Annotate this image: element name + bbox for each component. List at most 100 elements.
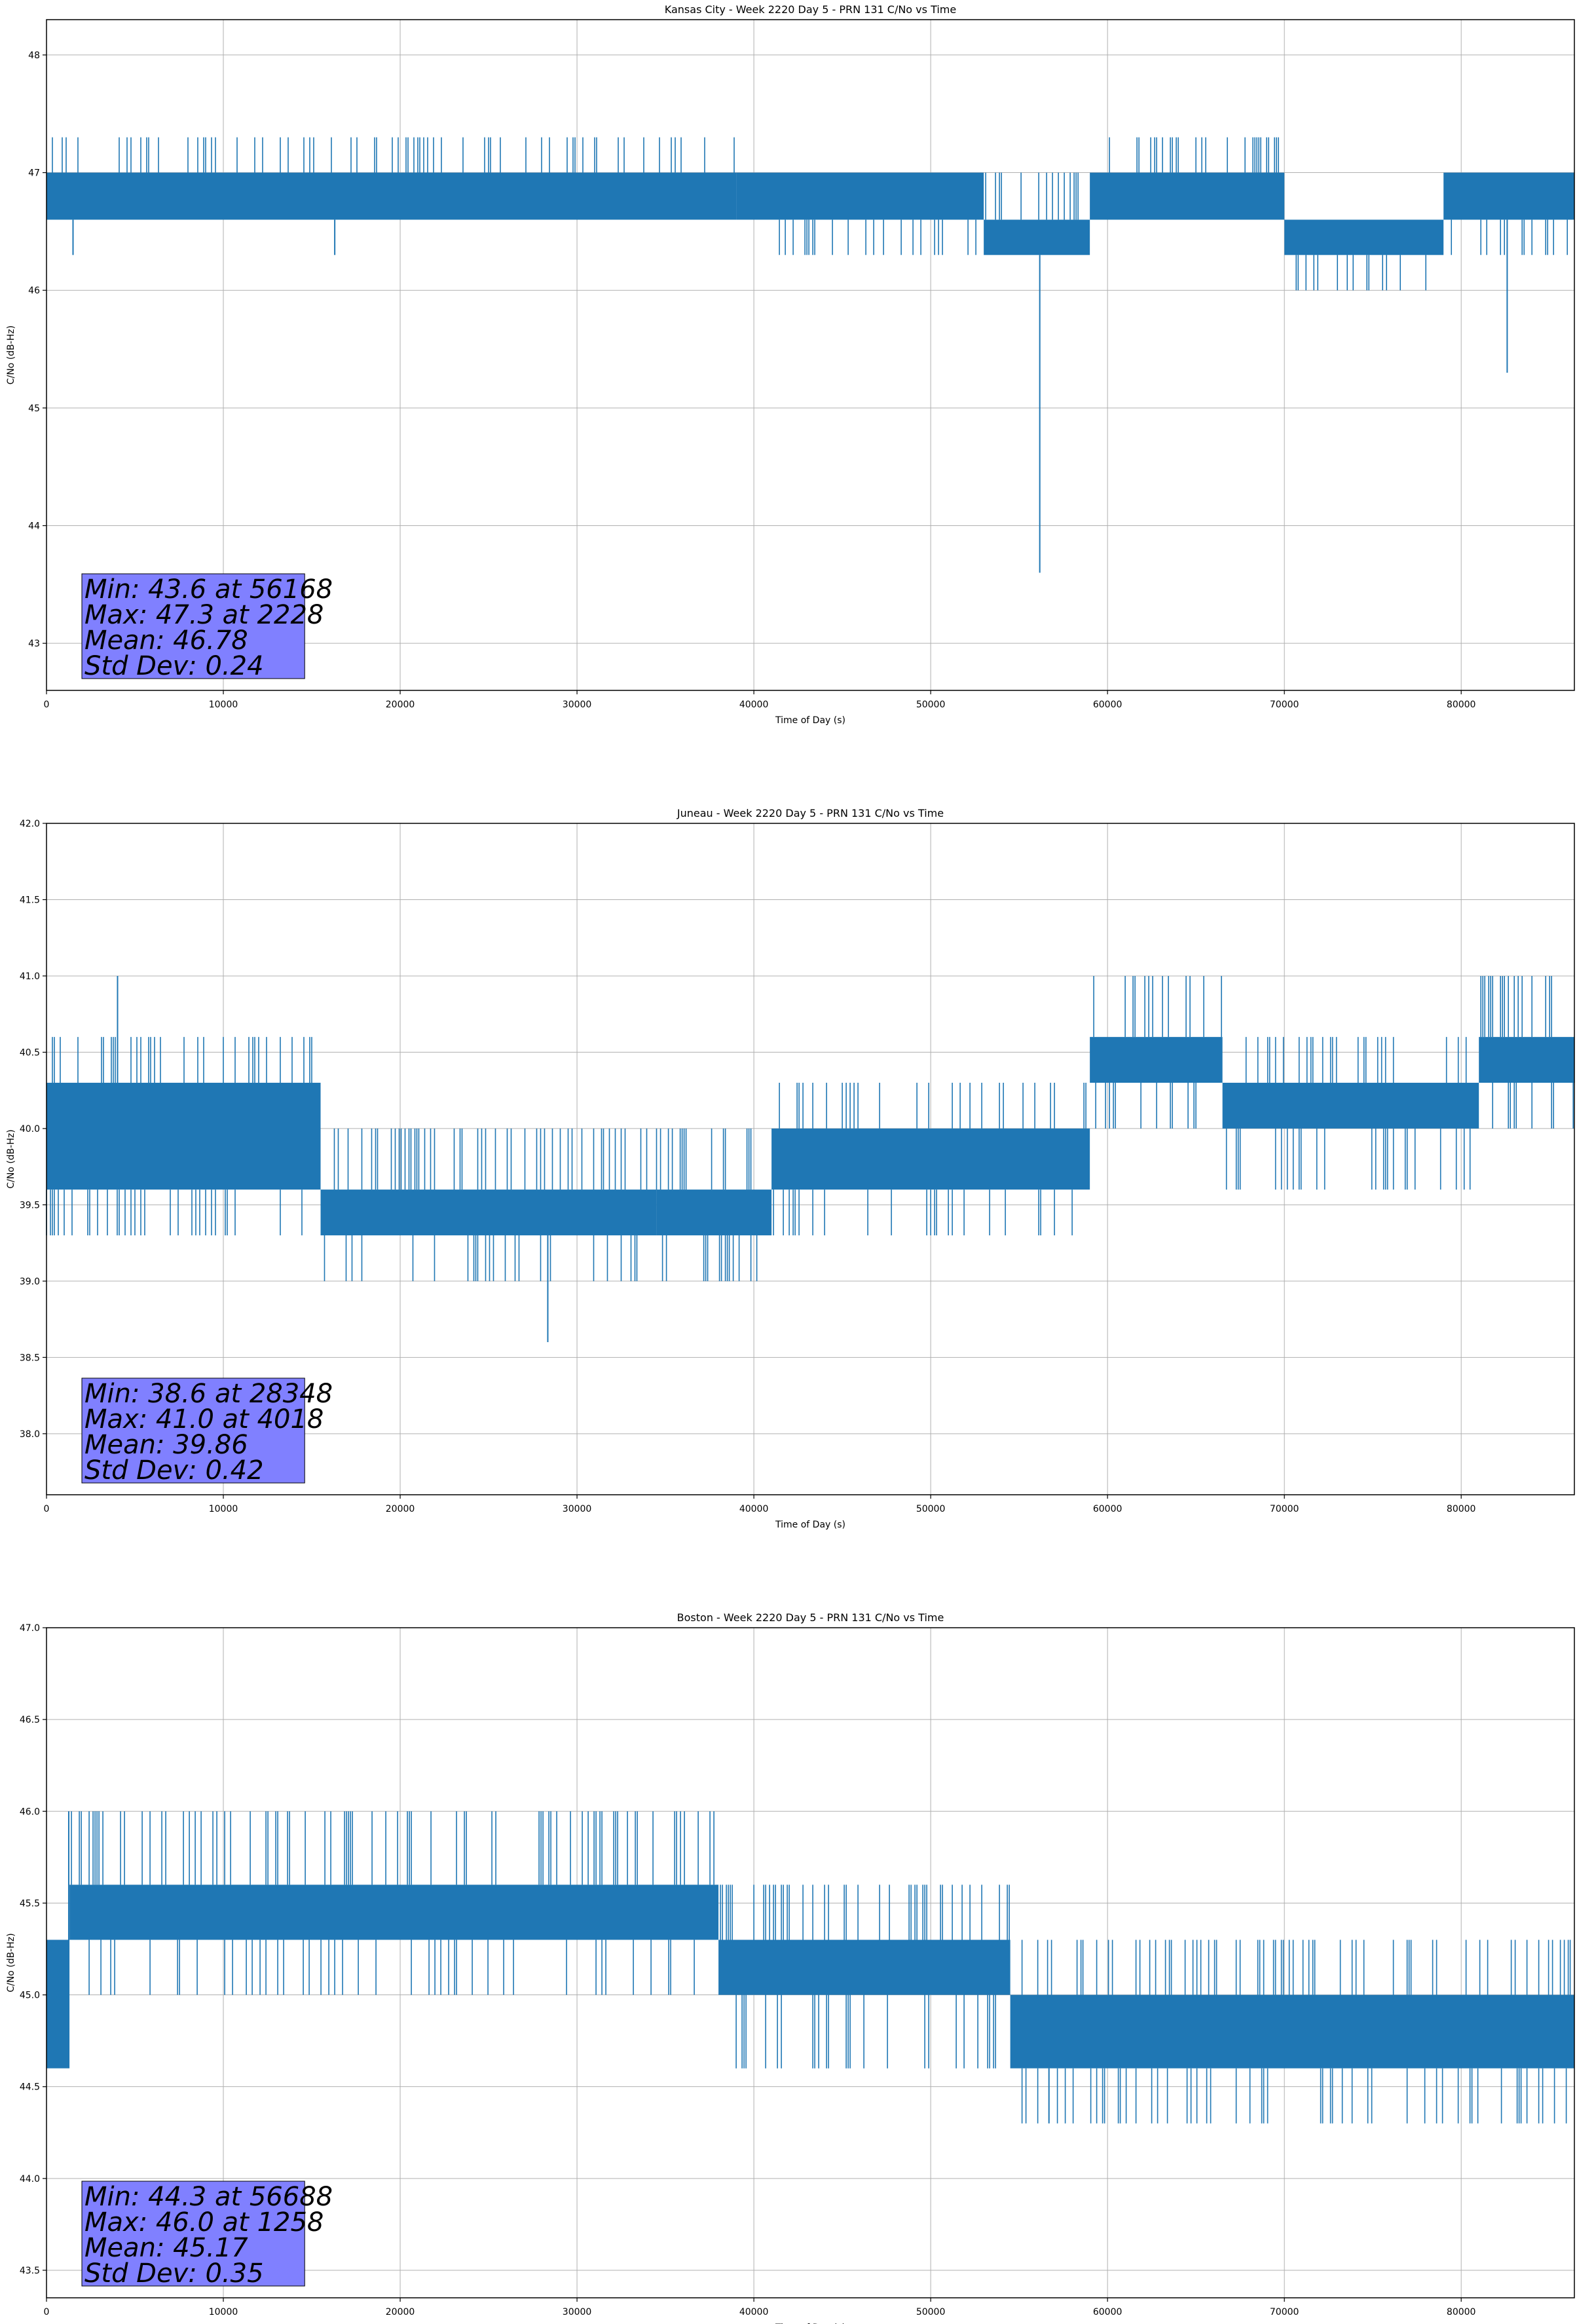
chart-3: 0 10000 20000 30000 40000 50000 60000 70000 8000…	[6, 1611, 1575, 2324]
x-tick-label: 60000	[1093, 2307, 1122, 2317]
x-tick-label: 60000	[1093, 700, 1122, 710]
series-line	[46, 975, 1574, 1343]
chart-1: 0 10000 20000 30000 40000 50000 60000 70000 8000…	[6, 3, 1575, 726]
x-tick-label: 20000	[386, 2307, 415, 2317]
y-tick-label: 43.5	[20, 2266, 40, 2276]
y-axis-label: C/No (dB-Hz)	[6, 1933, 16, 1992]
series-band	[1479, 1037, 1574, 1083]
series-band	[1222, 1083, 1479, 1129]
stats-std: Std Dev: 0.35	[84, 2258, 264, 2289]
stats-mean: Mean: 46.78	[84, 626, 248, 656]
chart-title: Kansas City - Week 2220 Day 5 - PRN 131 …	[665, 3, 956, 16]
stats-max: Max: 47.3 at 2228	[84, 600, 324, 630]
x-tick-label: 30000	[563, 2307, 592, 2317]
chart-title: Boston - Week 2220 Day 5 - PRN 131 C/No …	[677, 1611, 944, 1624]
x-axis-label: Time of Day (s)	[775, 1520, 845, 1530]
x-tick-label: 0	[44, 2307, 50, 2317]
x-tick-label: 40000	[739, 700, 769, 710]
stats-min: Min: 43.6 at 56168	[84, 574, 333, 605]
series-band	[1090, 1037, 1223, 1083]
series-band	[718, 1940, 1011, 1995]
y-tick-label: 39.5	[20, 1200, 40, 1210]
series-band	[656, 1190, 772, 1235]
stats-box	[81, 573, 305, 679]
series-band	[1443, 172, 1574, 220]
series-band	[320, 1190, 657, 1235]
series-band	[69, 1884, 719, 1940]
y-tick-label: 41.0	[20, 971, 40, 982]
y-tick-label: 45	[28, 403, 40, 414]
stats-std: Std Dev: 0.42	[84, 1455, 264, 1486]
stats-mean: Mean: 45.17	[84, 2233, 248, 2263]
y-tick-label: 45.5	[20, 1898, 40, 1909]
series-band	[46, 172, 737, 220]
x-tick-label: 10000	[209, 1504, 238, 1514]
series-line	[46, 1811, 1574, 2124]
x-tick-label: 0	[44, 700, 50, 710]
x-tick-label: 10000	[209, 2307, 238, 2317]
series-line	[46, 137, 1574, 573]
stats-min: Min: 38.6 at 28348	[84, 1379, 333, 1409]
y-tick-label: 47	[28, 168, 40, 179]
x-axis-label: Time of Day (s)	[775, 2323, 845, 2324]
y-tick-label: 38.5	[20, 1353, 40, 1363]
x-tick-label: 80000	[1447, 2307, 1476, 2317]
x-tick-label: 30000	[563, 700, 592, 710]
axes-frame	[46, 823, 1575, 1495]
x-tick-label: 80000	[1447, 700, 1476, 710]
series-band	[1090, 172, 1285, 220]
series-spikes	[52, 137, 1568, 291]
axes-frame	[46, 1627, 1575, 2298]
y-tick-label: 46	[28, 286, 40, 296]
x-tick-label: 40000	[739, 2307, 769, 2317]
stats-max: Max: 41.0 at 4018	[84, 1404, 324, 1434]
x-tick-label: 50000	[916, 1504, 946, 1514]
x-tick-label: 80000	[1447, 1504, 1476, 1514]
series-band	[1284, 219, 1444, 255]
x-tick-label: 20000	[386, 700, 415, 710]
y-axis-label: C/No (dB-Hz)	[6, 326, 16, 384]
series-band	[771, 1128, 1090, 1190]
series-band	[736, 172, 984, 220]
x-tick-label: 70000	[1270, 2307, 1299, 2317]
x-tick-label: 70000	[1270, 1504, 1299, 1514]
x-tick-label: 10000	[209, 700, 238, 710]
x-tick-label: 20000	[386, 1504, 415, 1514]
y-tick-label: 41.5	[20, 895, 40, 905]
stats-box	[81, 2181, 305, 2287]
series-band	[1010, 1995, 1574, 2069]
x-tick-label: 50000	[916, 2307, 946, 2317]
y-tick-label: 40.5	[20, 1047, 40, 1058]
x-axis-label: Time of Day (s)	[775, 715, 845, 726]
y-tick-label: 45.0	[20, 1991, 40, 2001]
stats-std: Std Dev: 0.24	[84, 651, 264, 681]
chart-2: 0 10000 20000 30000 40000 50000 60000 70000 8000…	[6, 807, 1575, 1530]
stats-max: Max: 46.0 at 1258	[84, 2207, 324, 2238]
stats-mean: Mean: 39.86	[84, 1430, 248, 1460]
y-tick-label: 43	[28, 639, 40, 649]
y-tick-label: 47.0	[20, 1623, 40, 1634]
series-band	[46, 1083, 321, 1190]
y-axis-label: C/No (dB-Hz)	[6, 1129, 16, 1188]
y-tick-label: 46.5	[20, 1715, 40, 1725]
stats-box	[81, 1378, 305, 1484]
y-tick-label: 44.0	[20, 2174, 40, 2184]
series-band	[984, 219, 1090, 255]
y-tick-label: 38.0	[20, 1429, 40, 1440]
y-tick-label: 46.0	[20, 1807, 40, 1817]
x-tick-label: 30000	[563, 1504, 592, 1514]
y-tick-label: 44.5	[20, 2082, 40, 2093]
y-tick-label: 40.0	[20, 1124, 40, 1134]
x-tick-label: 0	[44, 1504, 50, 1514]
y-tick-label: 44	[28, 521, 40, 531]
y-tick-label: 42.0	[20, 819, 40, 829]
y-tick-label: 48	[28, 50, 40, 61]
x-tick-label: 50000	[916, 700, 946, 710]
stats-min: Min: 44.3 at 56688	[84, 2182, 333, 2212]
axes-frame	[46, 19, 1575, 691]
x-tick-label: 60000	[1093, 1504, 1122, 1514]
series-band	[46, 1940, 70, 2069]
x-tick-label: 40000	[739, 1504, 769, 1514]
x-tick-label: 70000	[1270, 700, 1299, 710]
